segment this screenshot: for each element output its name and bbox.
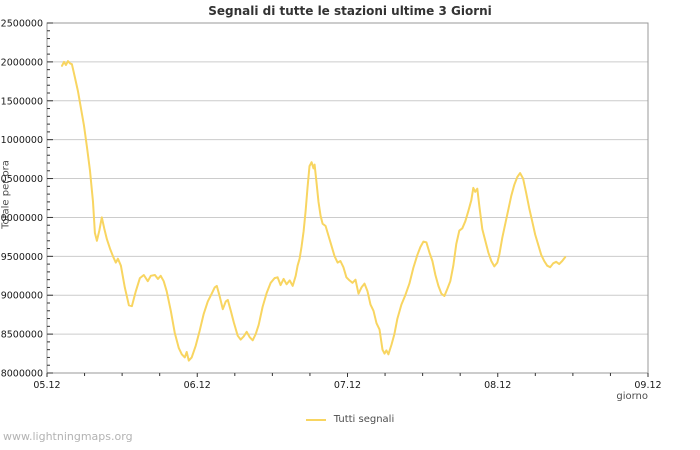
y-tick-label: 10500000 (0, 174, 43, 185)
x-tick-label: 09.12 (634, 380, 661, 391)
legend-label: Tutti segnali (333, 414, 395, 425)
y-tick-label: 11000000 (0, 135, 43, 146)
y-tick-label: 10000000 (0, 213, 43, 224)
plot-border (46, 22, 649, 374)
x-tick-label: 08.12 (484, 380, 511, 391)
x-tick-label: 07.12 (334, 380, 361, 391)
y-tick-label: 8500000 (1, 330, 43, 341)
x-tick-label: 05.12 (33, 380, 60, 391)
series-line (61, 60, 567, 362)
legend: Tutti segnali (0, 414, 700, 425)
x-tick-label: 06.12 (184, 380, 211, 391)
y-tick-label: 9000000 (1, 291, 43, 302)
y-tick-label: 8000000 (1, 369, 43, 380)
y-tick-label: 11500000 (0, 96, 43, 107)
y-tick-label: 12500000 (0, 19, 43, 30)
y-tick-label: 12000000 (0, 57, 43, 68)
page-title: Segnali di tutte le stazioni ultime 3 Gi… (208, 4, 492, 18)
x-axis-label: giorno (616, 391, 648, 402)
y-tick-label: 9500000 (1, 252, 43, 263)
legend-line-swatch (305, 418, 326, 421)
watermark-text: www.lightningmaps.org (3, 430, 133, 443)
